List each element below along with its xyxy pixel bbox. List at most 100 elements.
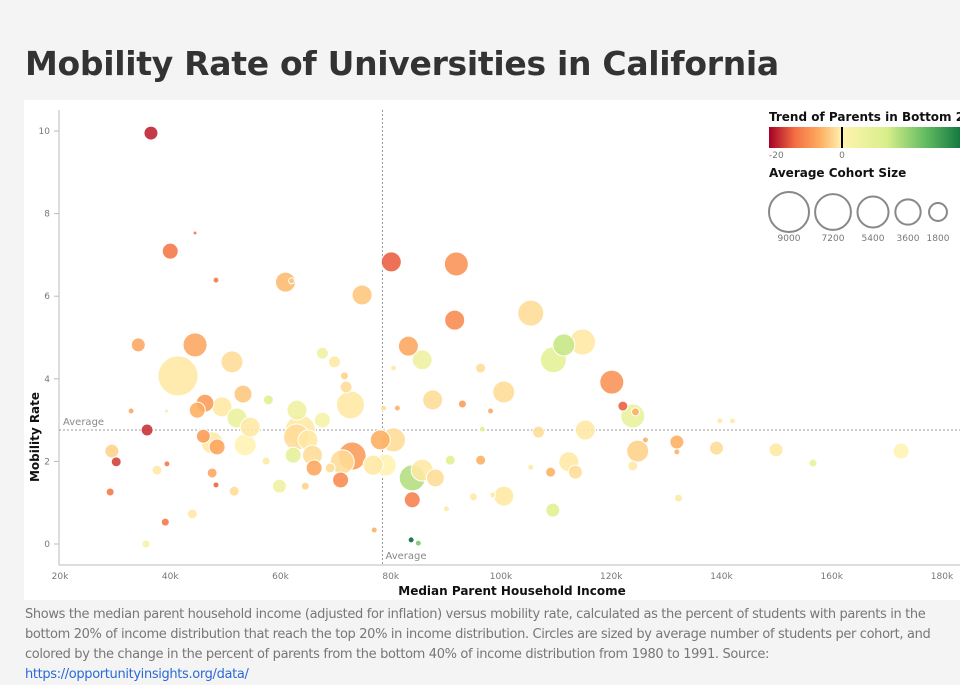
data-point xyxy=(286,399,308,421)
x-tick-label: 80k xyxy=(382,572,399,582)
data-point xyxy=(457,399,467,409)
data-point xyxy=(892,442,910,460)
data-point xyxy=(220,350,244,374)
data-point xyxy=(239,416,261,438)
data-point xyxy=(186,508,198,520)
data-point xyxy=(362,454,384,476)
data-point xyxy=(627,460,639,472)
x-tick-label: 120k xyxy=(600,572,623,582)
data-point xyxy=(143,125,159,141)
axes: 0 2 4 6 8 10 20k 40k 60k 80k 100k 120k 140k 160k 180k xyxy=(39,110,960,582)
data-point xyxy=(233,384,253,404)
average-x-label: Average xyxy=(385,551,426,562)
data-point xyxy=(414,539,422,547)
data-point xyxy=(332,471,350,489)
data-point xyxy=(195,428,211,444)
x-tick-label: 40k xyxy=(162,572,179,582)
chart-caption: Shows the median parent household income… xyxy=(25,605,945,685)
data-point xyxy=(574,419,596,441)
size-legend-label: 7200 xyxy=(822,234,845,244)
data-point xyxy=(599,369,625,395)
data-point xyxy=(208,438,226,456)
data-point xyxy=(182,332,208,358)
data-point xyxy=(228,485,240,497)
size-legend-label: 3600 xyxy=(897,234,920,244)
data-point xyxy=(492,380,516,404)
data-point xyxy=(768,442,784,458)
data-point xyxy=(328,355,341,369)
legend: Trend of Parents in Bottom 20% -20020 Av… xyxy=(767,110,960,244)
data-point xyxy=(716,417,724,425)
data-point xyxy=(443,251,469,277)
data-point xyxy=(271,478,287,494)
data-point xyxy=(411,349,433,371)
data-point xyxy=(339,371,349,381)
data-point xyxy=(444,309,466,331)
y-tick-label: 6 xyxy=(44,292,50,302)
data-point xyxy=(284,446,302,464)
y-tick-label: 8 xyxy=(44,210,50,220)
data-point xyxy=(631,407,641,417)
data-point xyxy=(545,466,557,478)
size-legend-circle xyxy=(928,202,948,222)
y-axis-label: Mobility Rate xyxy=(28,392,42,482)
page-title: Mobility Rate of Universities in Califor… xyxy=(25,44,779,83)
data-point xyxy=(140,423,154,437)
data-point xyxy=(641,436,649,444)
average-y-label: Average xyxy=(63,417,104,428)
data-point xyxy=(274,271,296,293)
size-legend-circle xyxy=(856,195,890,229)
data-point xyxy=(545,502,561,518)
data-point xyxy=(475,454,487,466)
data-point xyxy=(532,425,545,439)
data-point xyxy=(315,346,329,360)
chart-panel: 0 2 4 6 8 10 20k 40k 60k 80k 100k 120k 140k 160k 180k … xyxy=(24,100,960,600)
x-tick-label: 140k xyxy=(710,572,733,582)
data-point xyxy=(617,400,629,412)
x-tick-label: 180k xyxy=(931,572,954,582)
data-point xyxy=(370,526,378,534)
data-point xyxy=(110,456,122,468)
data-point xyxy=(212,481,220,489)
size-legend-title: Average Cohort Size xyxy=(769,166,906,180)
size-legend-label: 9000 xyxy=(778,234,801,244)
data-point xyxy=(380,251,402,273)
data-point xyxy=(141,539,151,549)
data-point xyxy=(157,355,199,397)
y-tick-label: 0 xyxy=(44,540,50,550)
size-legend-label: 5400 xyxy=(862,234,885,244)
x-axis-label: Median Parent Household Income xyxy=(398,584,625,598)
data-point xyxy=(206,467,218,479)
data-point xyxy=(161,242,179,260)
data-point xyxy=(151,464,163,476)
caption-text: Shows the median parent household income… xyxy=(25,607,931,662)
data-point xyxy=(403,491,421,509)
data-point xyxy=(397,335,419,357)
data-point xyxy=(192,230,198,236)
data-point xyxy=(390,364,397,372)
data-point xyxy=(808,458,818,468)
data-point xyxy=(212,276,220,284)
data-point xyxy=(380,404,388,412)
data-point xyxy=(709,440,725,456)
data-point xyxy=(163,460,171,468)
x-tick-label: 60k xyxy=(272,572,289,582)
data-point xyxy=(444,454,456,466)
points xyxy=(104,125,910,549)
data-point xyxy=(160,517,170,527)
data-point xyxy=(261,456,271,466)
data-point xyxy=(729,417,737,425)
data-point xyxy=(313,411,331,429)
data-point xyxy=(407,536,415,544)
data-point xyxy=(478,425,486,433)
data-point xyxy=(163,408,169,414)
x-tick-label: 20k xyxy=(52,572,69,582)
data-point xyxy=(626,439,650,463)
size-legend-label: 1800 xyxy=(927,234,950,244)
source-link[interactable]: https://opportunityinsights.org/data/ xyxy=(25,667,249,682)
data-point xyxy=(393,404,401,412)
data-point xyxy=(468,492,478,502)
data-point xyxy=(288,277,296,285)
data-point xyxy=(493,485,515,507)
x-tick-label: 100k xyxy=(490,572,513,582)
